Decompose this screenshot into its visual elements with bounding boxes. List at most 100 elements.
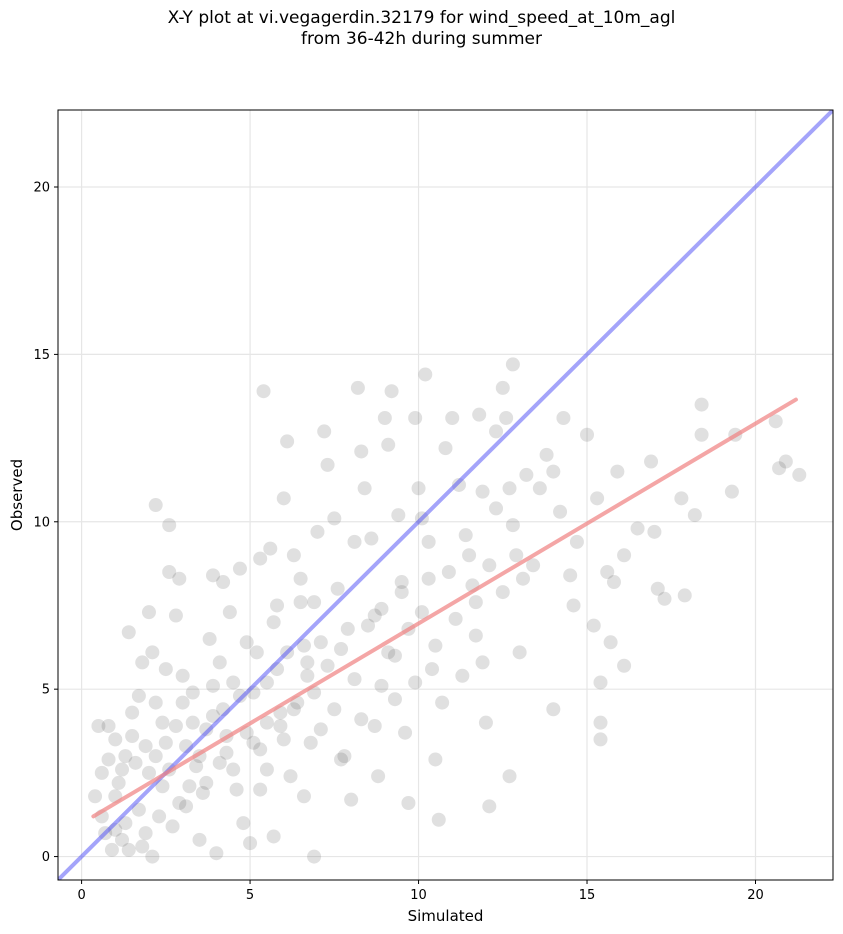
data-point <box>232 688 247 703</box>
data-point <box>593 675 608 690</box>
data-point <box>219 745 234 760</box>
y-tick-label: 10 <box>33 515 50 530</box>
data-point <box>158 662 173 677</box>
data-point <box>677 588 692 603</box>
data-point <box>371 769 386 784</box>
data-point <box>263 541 278 556</box>
data-point <box>377 411 392 425</box>
data-point <box>472 407 487 422</box>
data-point <box>296 789 311 804</box>
data-point <box>344 792 359 807</box>
data-point <box>563 568 578 583</box>
x-axis-label: Simulated <box>408 907 484 925</box>
data-point <box>138 826 153 841</box>
data-point <box>532 481 547 496</box>
data-point <box>175 695 190 710</box>
data-point <box>115 832 130 847</box>
data-point <box>391 508 406 523</box>
data-point <box>199 775 214 790</box>
data-point <box>300 655 315 670</box>
data-point <box>418 367 433 382</box>
grid-lines <box>58 110 833 880</box>
x-tick-label: 10 <box>410 888 427 903</box>
data-point <box>394 585 409 600</box>
data-point <box>462 548 477 563</box>
data-point <box>148 498 163 513</box>
data-point <box>438 441 453 456</box>
data-point <box>606 575 621 590</box>
data-point <box>138 739 153 754</box>
data-point <box>317 424 332 439</box>
data-point <box>131 688 146 703</box>
data-point <box>189 759 204 774</box>
data-point <box>226 762 241 777</box>
data-point <box>350 380 365 395</box>
data-point <box>94 765 109 780</box>
reference-lines <box>58 110 833 880</box>
data-point <box>192 832 207 847</box>
data-point <box>421 571 436 586</box>
data-point <box>448 611 463 626</box>
data-point <box>600 565 615 579</box>
data-point <box>489 424 504 439</box>
data-point <box>354 712 369 727</box>
data-point <box>347 672 362 687</box>
data-point <box>185 715 200 730</box>
data-point <box>182 779 197 794</box>
data-point <box>101 719 116 733</box>
data-point <box>431 812 446 827</box>
data-point <box>135 655 150 670</box>
data-point <box>165 819 180 834</box>
data-point <box>435 695 450 710</box>
data-point <box>647 524 662 539</box>
x-tick-label: 0 <box>77 888 85 903</box>
data-point <box>280 434 295 449</box>
axis-ticks: 0 5 10 15 20 0 5 10 15 20 <box>33 181 763 904</box>
data-point <box>293 595 308 610</box>
data-point <box>539 447 554 462</box>
data-point <box>141 765 156 780</box>
y-tick-label: 20 <box>33 181 50 196</box>
data-point <box>401 796 416 810</box>
data-point <box>772 461 787 476</box>
data-point <box>778 454 793 469</box>
data-point <box>499 411 514 425</box>
data-point <box>334 642 349 656</box>
data-point <box>175 668 190 683</box>
data-point <box>482 558 497 573</box>
data-point <box>259 715 274 730</box>
data-point <box>674 491 689 506</box>
data-point <box>162 565 177 579</box>
data-point <box>509 548 524 563</box>
data-point <box>505 357 520 372</box>
data-point <box>249 645 264 660</box>
data-point <box>121 842 136 857</box>
data-point <box>195 785 210 800</box>
data-point <box>593 715 608 730</box>
data-point <box>381 645 396 660</box>
data-point <box>303 735 318 750</box>
data-point <box>445 411 460 425</box>
data-point <box>512 645 527 660</box>
data-point <box>222 605 237 620</box>
data-point <box>168 608 183 623</box>
data-point <box>226 675 241 690</box>
data-point <box>569 534 584 549</box>
data-point <box>232 561 247 576</box>
data-point <box>135 839 150 854</box>
data-point <box>256 384 271 399</box>
data-point <box>155 715 170 730</box>
data-point <box>158 735 173 750</box>
data-point <box>617 548 632 563</box>
data-point <box>212 655 227 670</box>
data-point <box>617 658 632 673</box>
data-point <box>141 605 156 620</box>
data-point <box>398 725 413 740</box>
data-point <box>121 625 136 640</box>
data-point <box>125 729 140 744</box>
data-point <box>330 581 345 596</box>
data-point <box>276 732 291 747</box>
data-point <box>556 411 571 425</box>
data-point <box>468 628 483 643</box>
